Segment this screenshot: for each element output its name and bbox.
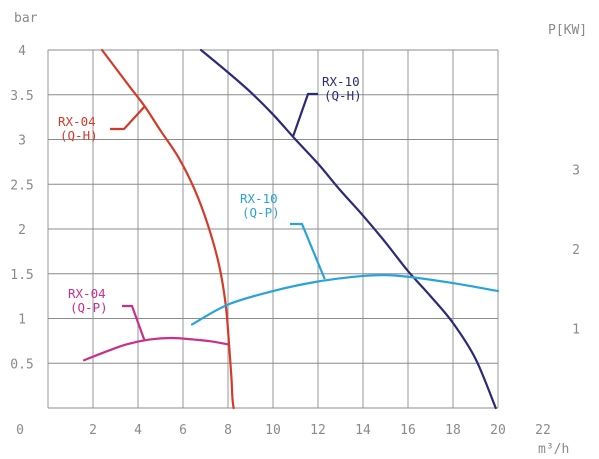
annotation-label-rx04_qp-line1: RX-04 — [68, 286, 106, 301]
annotation-leader-rx04_qp — [122, 304, 146, 342]
y2-tick-label: 3 — [572, 163, 580, 178]
y-axis-unit-bar: bar — [14, 11, 38, 26]
y-tick-label: 0.5 — [10, 357, 33, 372]
y-tick-label: 1.5 — [10, 268, 33, 283]
annotation-leader-rx10_qp — [290, 222, 326, 280]
y2-axis-unit-pkw: P[KW] — [548, 23, 587, 38]
x-tick-label: 22 — [535, 423, 551, 438]
annotation-label-rx10_qp-line2: (Q-P) — [242, 205, 280, 220]
series-line-rx04_qp — [82, 336, 230, 362]
y-tick-label: 3.5 — [10, 89, 33, 104]
y-tick-label: 2 — [18, 223, 26, 238]
y-tick-label: 2.5 — [10, 178, 33, 193]
annotation-leader-rx10_qh — [292, 92, 318, 137]
x-tick-label: 20 — [490, 423, 506, 438]
annotation-label-rx10_qh-line1: RX-10 — [322, 74, 360, 89]
x-axis-unit-m3h: m³/h — [538, 442, 569, 457]
x-tick-label: 16 — [400, 423, 416, 438]
y2-tick-label: 1 — [572, 322, 580, 337]
x-tick-label: 18 — [445, 423, 461, 438]
annotation-label-rx04_qp-line2: (Q-P) — [70, 300, 108, 315]
x-tick-label: 4 — [134, 423, 142, 438]
series-line-rx10_qh — [199, 48, 497, 410]
x-tick-label: 6 — [179, 423, 187, 438]
annotation-label-rx04_qh-line2: (Q-H) — [60, 128, 98, 143]
x-tick-label: 8 — [224, 423, 232, 438]
series-line-rx04_qh — [100, 48, 235, 410]
x-tick-label: 10 — [265, 423, 281, 438]
series-line-rx10_qp — [190, 273, 500, 326]
annotation-label-rx04_qh-line1: RX-04 — [58, 114, 96, 129]
grid — [47, 49, 499, 409]
y-tick-label: 3 — [18, 134, 26, 149]
annotation-label-rx10_qp-line1: RX-10 — [240, 191, 278, 206]
x-tick-label: 2 — [89, 423, 97, 438]
annotation-leader-rx04_qh — [110, 105, 146, 131]
y2-tick-label: 2 — [572, 243, 580, 258]
curves — [82, 48, 500, 410]
y-tick-label: 1 — [18, 313, 26, 328]
x-tick-label: 0 — [16, 423, 24, 438]
x-tick-label: 14 — [355, 423, 371, 438]
x-tick-label: 12 — [310, 423, 326, 438]
y-tick-label: 4 — [18, 44, 26, 59]
annotation-label-rx10_qh-line2: (Q-H) — [324, 88, 362, 103]
annotations: RX-04(Q-H)RX-10(Q-H)RX-10(Q-P)RX-04(Q-P) — [58, 74, 362, 342]
